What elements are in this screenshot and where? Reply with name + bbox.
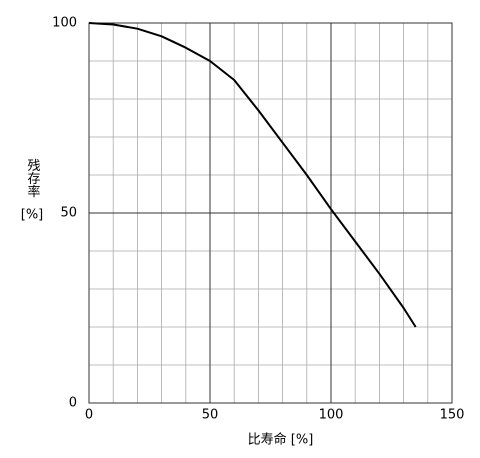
x-tick-label: 150 (440, 408, 465, 423)
y-tick-label: 50 (60, 206, 77, 221)
x-tick-label: 0 (85, 408, 93, 423)
x-tick-label: 100 (319, 408, 344, 423)
plot-frame (88, 22, 453, 404)
y-axis-label: 残存率 (25, 159, 41, 198)
y-tick-label: 100 (52, 16, 77, 31)
x-axis-label: 比寿命 [%] (248, 432, 314, 448)
y-axis-unit: [%] (21, 208, 44, 223)
data-line (88, 22, 417, 328)
x-tick-label: 50 (202, 408, 219, 423)
y-tick-label: 0 (69, 396, 77, 411)
